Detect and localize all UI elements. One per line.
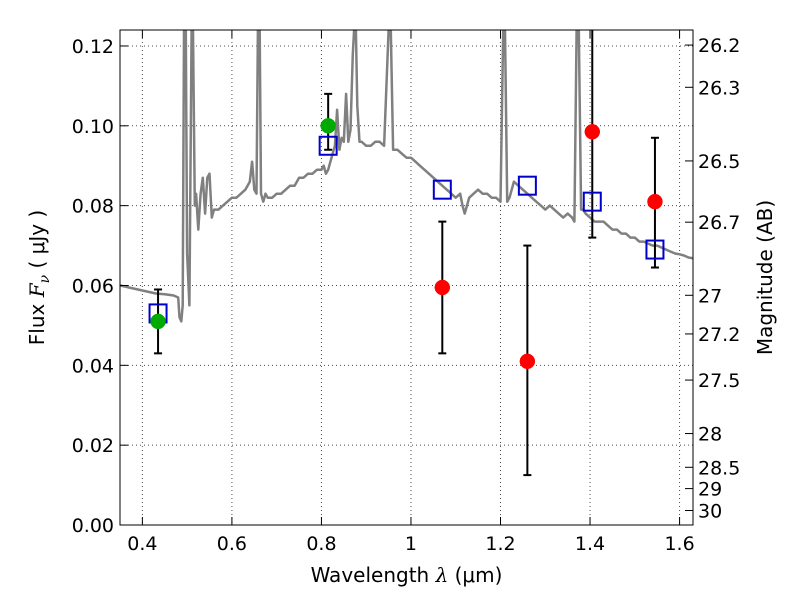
y2-tick-label: 26.3 xyxy=(698,77,740,99)
x-tick-label: 1.4 xyxy=(575,533,605,555)
red-data-point xyxy=(519,353,536,370)
y2-axis-title: Magnitude (AB) xyxy=(753,200,777,355)
y2-tick-label: 28.5 xyxy=(698,457,740,479)
model-band-square-marker xyxy=(645,239,665,260)
x-tick-label: 1.6 xyxy=(664,533,694,555)
y-tick-label: 0.08 xyxy=(72,196,114,218)
x-tick-label: 0.8 xyxy=(306,533,336,555)
y2-tick-label: 28 xyxy=(698,424,722,446)
red-data-point xyxy=(584,124,601,140)
y-axis-title-subscript: ν xyxy=(37,274,53,283)
y2-tick-label: 27.5 xyxy=(698,370,740,392)
spectrum-line xyxy=(120,30,693,323)
x-axis-title: Wavelength λ (μm) xyxy=(311,563,503,587)
y2-tick-label: 26.2 xyxy=(698,35,740,57)
x-axis-title-text: Wavelength xyxy=(311,563,436,587)
y2-tick-label: 27.2 xyxy=(698,324,740,346)
y-axis-title-text: Flux xyxy=(25,297,49,345)
y-axis-title-unit: ( μJy ) xyxy=(25,210,49,275)
model-band-square-marker xyxy=(432,179,452,200)
y-tick-label: 0.00 xyxy=(72,515,114,537)
x-tick-label: 1 xyxy=(405,533,417,555)
y-tick-label: 0.06 xyxy=(72,275,114,297)
model-band-square-marker xyxy=(582,191,602,212)
x-tick-label: 0.6 xyxy=(217,533,247,555)
red-data-point xyxy=(647,193,663,210)
y2-tick-label: 26.7 xyxy=(698,212,740,234)
y-tick-label: 0.04 xyxy=(72,355,114,377)
y-tick-label: 0.12 xyxy=(72,36,114,58)
x-axis-title-symbol: λ xyxy=(435,563,455,587)
y-axis-title-symbol: F xyxy=(25,282,49,298)
x-tick-label: 0.4 xyxy=(127,533,157,555)
y-axis-title: Flux Fν ( μJy ) xyxy=(25,210,53,345)
y2-tick-label: 26.5 xyxy=(698,151,740,173)
y2-tick-label: 30 xyxy=(698,501,722,523)
y-tick-label: 0.10 xyxy=(72,116,114,138)
red-data-point xyxy=(434,279,451,296)
green-data-point xyxy=(320,118,336,134)
model-band-square-marker xyxy=(318,135,338,156)
plot-frame xyxy=(119,29,694,526)
green-data-point xyxy=(150,313,166,330)
x-axis-title-unit: (μm) xyxy=(455,563,503,587)
y2-tick-label: 29 xyxy=(698,479,722,501)
y2-tick-label: 27 xyxy=(698,285,722,307)
y-tick-label: 0.02 xyxy=(72,435,114,457)
x-tick-label: 1.2 xyxy=(485,533,515,555)
model-band-square-marker xyxy=(517,175,537,196)
